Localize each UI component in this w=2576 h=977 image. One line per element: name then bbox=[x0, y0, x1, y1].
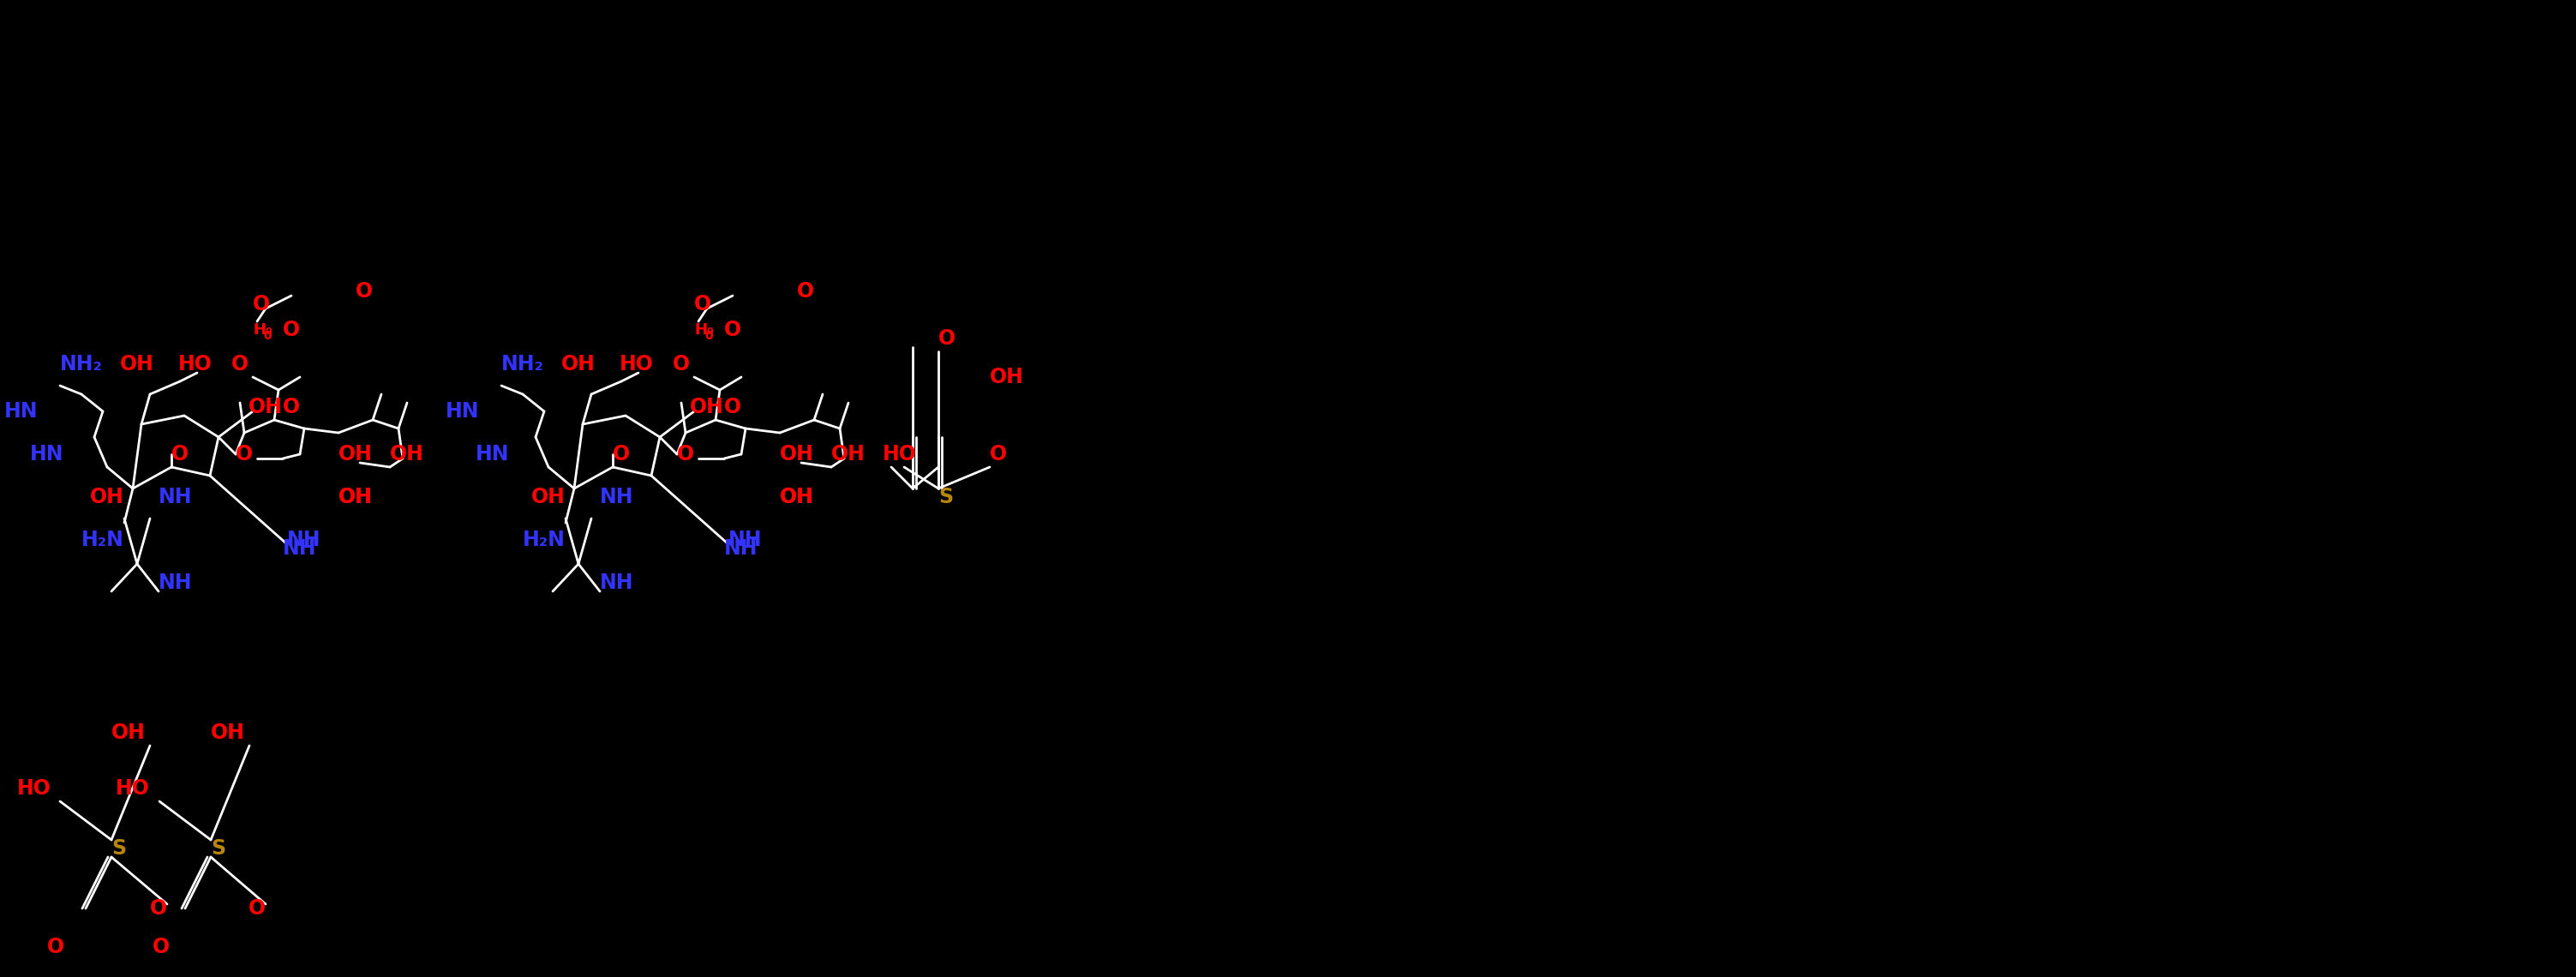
Text: S: S bbox=[938, 487, 953, 507]
Text: NH: NH bbox=[160, 487, 193, 507]
Text: O: O bbox=[613, 444, 631, 464]
Text: O: O bbox=[724, 319, 742, 340]
Text: O: O bbox=[46, 937, 64, 957]
Text: OH: OH bbox=[989, 366, 1023, 387]
Text: H₂N: H₂N bbox=[82, 530, 124, 550]
Text: H₀: H₀ bbox=[252, 322, 273, 338]
Text: O: O bbox=[724, 397, 742, 417]
Text: O: O bbox=[247, 898, 265, 918]
Text: OH: OH bbox=[832, 444, 866, 464]
Text: H: H bbox=[252, 322, 265, 338]
Text: O: O bbox=[173, 444, 188, 464]
Text: OH: OH bbox=[781, 487, 814, 507]
Text: O: O bbox=[283, 397, 299, 417]
Text: OH: OH bbox=[690, 397, 724, 417]
Text: HN: HN bbox=[5, 402, 39, 422]
Text: NH: NH bbox=[724, 538, 757, 559]
Text: OH: OH bbox=[781, 444, 814, 464]
Text: HN: HN bbox=[446, 402, 479, 422]
Text: NH₂: NH₂ bbox=[59, 354, 103, 374]
Text: S: S bbox=[111, 838, 126, 859]
Text: O: O bbox=[693, 294, 711, 315]
Text: HO: HO bbox=[621, 354, 654, 374]
Text: 0: 0 bbox=[703, 330, 714, 342]
Text: H₂N: H₂N bbox=[523, 530, 567, 550]
Text: OH: OH bbox=[389, 444, 425, 464]
Text: OH: OH bbox=[337, 444, 374, 464]
Text: OH: OH bbox=[211, 722, 245, 743]
Text: HO: HO bbox=[884, 444, 917, 464]
Text: O: O bbox=[672, 354, 690, 374]
Text: HN: HN bbox=[31, 444, 64, 464]
Text: O: O bbox=[152, 937, 170, 957]
Text: O: O bbox=[938, 328, 956, 349]
Text: O: O bbox=[252, 294, 270, 315]
Text: NH: NH bbox=[283, 538, 317, 559]
Text: H: H bbox=[693, 322, 706, 338]
Text: O: O bbox=[283, 319, 299, 340]
Text: O: O bbox=[149, 898, 167, 918]
Text: NH: NH bbox=[600, 487, 634, 507]
Text: HO: HO bbox=[178, 354, 211, 374]
Text: OH: OH bbox=[781, 487, 814, 507]
Text: O: O bbox=[677, 444, 696, 464]
Text: OH: OH bbox=[121, 354, 155, 374]
Text: NH: NH bbox=[160, 573, 193, 593]
Text: OH: OH bbox=[531, 487, 567, 507]
Text: OH: OH bbox=[247, 397, 283, 417]
Text: H₀: H₀ bbox=[693, 322, 714, 338]
Text: O: O bbox=[796, 281, 814, 302]
Text: HO: HO bbox=[116, 778, 149, 799]
Text: S: S bbox=[211, 838, 227, 859]
Text: OH: OH bbox=[337, 487, 374, 507]
Text: HO: HO bbox=[18, 778, 52, 799]
Text: OH: OH bbox=[562, 354, 595, 374]
Text: O: O bbox=[989, 444, 1007, 464]
Text: 0: 0 bbox=[263, 330, 270, 342]
Text: OH: OH bbox=[90, 487, 124, 507]
Text: NH: NH bbox=[286, 530, 322, 550]
Text: OH: OH bbox=[111, 722, 147, 743]
Text: HN: HN bbox=[477, 444, 510, 464]
Text: NH₂: NH₂ bbox=[502, 354, 544, 374]
Text: NH: NH bbox=[729, 530, 762, 550]
Text: OH: OH bbox=[337, 487, 374, 507]
Text: NH: NH bbox=[600, 573, 634, 593]
Text: O: O bbox=[355, 281, 374, 302]
Text: O: O bbox=[232, 354, 250, 374]
Text: O: O bbox=[234, 444, 252, 464]
